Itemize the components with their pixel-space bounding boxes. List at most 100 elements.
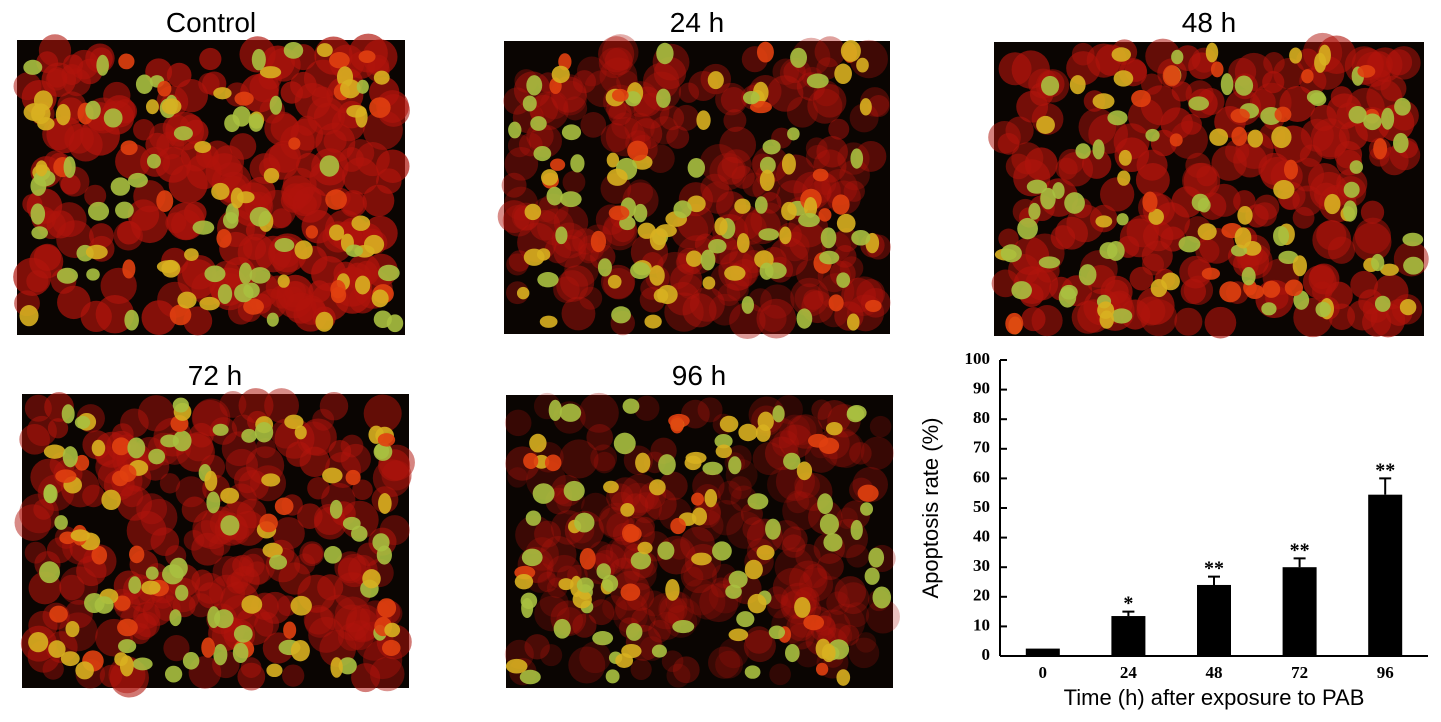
cell-cytoplasm	[1169, 120, 1208, 159]
cell-cytoplasm	[59, 574, 85, 601]
cell-cytoplasm	[1136, 149, 1168, 181]
cell-cytoplasm	[790, 277, 830, 317]
micrographs	[13, 32, 1429, 698]
cell-nucleus	[261, 473, 281, 487]
cell-nucleus	[570, 154, 585, 173]
cell-cytoplasm	[590, 444, 618, 472]
cell-nucleus	[1234, 75, 1254, 96]
cell-cytoplasm	[539, 90, 569, 120]
cell-nucleus	[74, 415, 91, 429]
cell-cytoplasm	[805, 144, 830, 169]
cell-nucleus	[362, 569, 381, 589]
cell-nucleus	[779, 226, 792, 245]
cell-nucleus	[772, 405, 785, 423]
cell-nucleus	[539, 315, 558, 328]
cell-cytoplasm	[191, 569, 214, 592]
cell-cytoplasm	[767, 594, 792, 619]
cell-nucleus	[544, 454, 562, 472]
cell-cytoplasm	[556, 270, 589, 303]
cell-nucleus	[234, 91, 254, 106]
cell-nucleus	[1075, 143, 1091, 159]
cell-nucleus	[1038, 256, 1061, 269]
cell-nucleus	[754, 196, 768, 214]
cell-cytoplasm	[24, 394, 52, 422]
cell-cytoplasm	[624, 112, 655, 143]
cell-cytoplasm	[779, 414, 811, 446]
cell-cytoplasm	[608, 102, 632, 126]
cell-cytoplasm	[718, 638, 749, 669]
cell-cytoplasm	[814, 36, 846, 68]
cell-cytoplasm	[855, 140, 887, 172]
cell-nucleus	[755, 424, 771, 442]
cell-nucleus	[630, 262, 651, 280]
cell-cytoplasm	[658, 591, 695, 627]
cell-nucleus	[70, 529, 90, 542]
cell-cytoplasm	[68, 127, 103, 162]
cell-nucleus	[382, 639, 401, 656]
cell-nucleus	[1205, 42, 1219, 63]
cell-cytoplasm	[1185, 152, 1211, 178]
cell-nucleus	[1060, 284, 1078, 300]
cell-nucleus	[1292, 255, 1307, 277]
cell-cytoplasm	[708, 646, 741, 679]
panel-title: 48 h	[1182, 7, 1237, 38]
bar	[1197, 584, 1231, 656]
cell-cytoplasm	[666, 663, 691, 688]
cell-nucleus	[607, 168, 628, 186]
cell-nucleus	[128, 576, 142, 594]
cell-nucleus	[551, 65, 570, 84]
cell-nucleus	[85, 100, 101, 120]
cell-nucleus	[124, 309, 139, 331]
cell-nucleus	[86, 268, 100, 281]
cell-nucleus	[627, 140, 649, 161]
cell-cytoplasm	[1309, 264, 1335, 290]
cell-nucleus	[529, 433, 547, 453]
cell-cytoplasm	[240, 657, 262, 678]
cell-nucleus	[62, 446, 78, 468]
cell-nucleus	[74, 454, 90, 471]
cell-nucleus	[224, 114, 240, 133]
cell-cytoplasm	[756, 298, 797, 339]
cell-cytoplasm	[998, 228, 1019, 249]
cell-cytoplasm	[238, 469, 269, 501]
cell-cytoplasm	[615, 591, 648, 625]
cell-nucleus	[384, 622, 401, 638]
cell-nucleus	[19, 305, 39, 327]
cell-cytoplasm	[602, 595, 628, 621]
cell-cytoplasm	[334, 596, 371, 633]
cell-cytoplasm	[715, 191, 747, 222]
cell-cytoplasm	[198, 72, 220, 95]
cell-nucleus	[592, 631, 614, 646]
cell-nucleus	[657, 541, 675, 560]
cell-nucleus	[768, 625, 786, 640]
cell-cytoplasm	[363, 394, 402, 433]
cell-cytoplasm	[572, 228, 599, 255]
cell-nucleus	[262, 542, 283, 558]
cell-nucleus	[65, 620, 80, 638]
cell-cytoplasm	[337, 557, 362, 582]
cell-cytoplasm	[33, 499, 54, 520]
cell-cytoplasm	[803, 289, 824, 310]
x-tick-label: 24	[1120, 663, 1138, 682]
cell-nucleus	[119, 655, 134, 677]
cell-nucleus	[322, 467, 343, 484]
cell-nucleus	[611, 306, 631, 324]
cell-cytoplasm	[526, 122, 554, 150]
cell-nucleus	[1231, 126, 1248, 146]
cell-cytoplasm	[1140, 73, 1163, 95]
cell-nucleus	[536, 248, 551, 261]
cell-nucleus	[840, 40, 861, 62]
cell-nucleus	[759, 169, 775, 192]
cell-cytoplasm	[211, 620, 242, 651]
cell-nucleus	[1111, 47, 1132, 62]
cell-cytoplasm	[579, 641, 611, 674]
cell-nucleus	[1197, 197, 1211, 213]
error-bar	[1208, 575, 1220, 585]
cell-cytoplasm	[1252, 202, 1277, 227]
cell-cytoplasm	[1312, 220, 1352, 260]
cell-cytoplasm	[149, 122, 177, 151]
cell-nucleus	[521, 597, 534, 619]
cell-cytoplasm	[381, 460, 412, 491]
cell-nucleus	[1005, 312, 1024, 335]
cell-nucleus	[1306, 90, 1326, 104]
